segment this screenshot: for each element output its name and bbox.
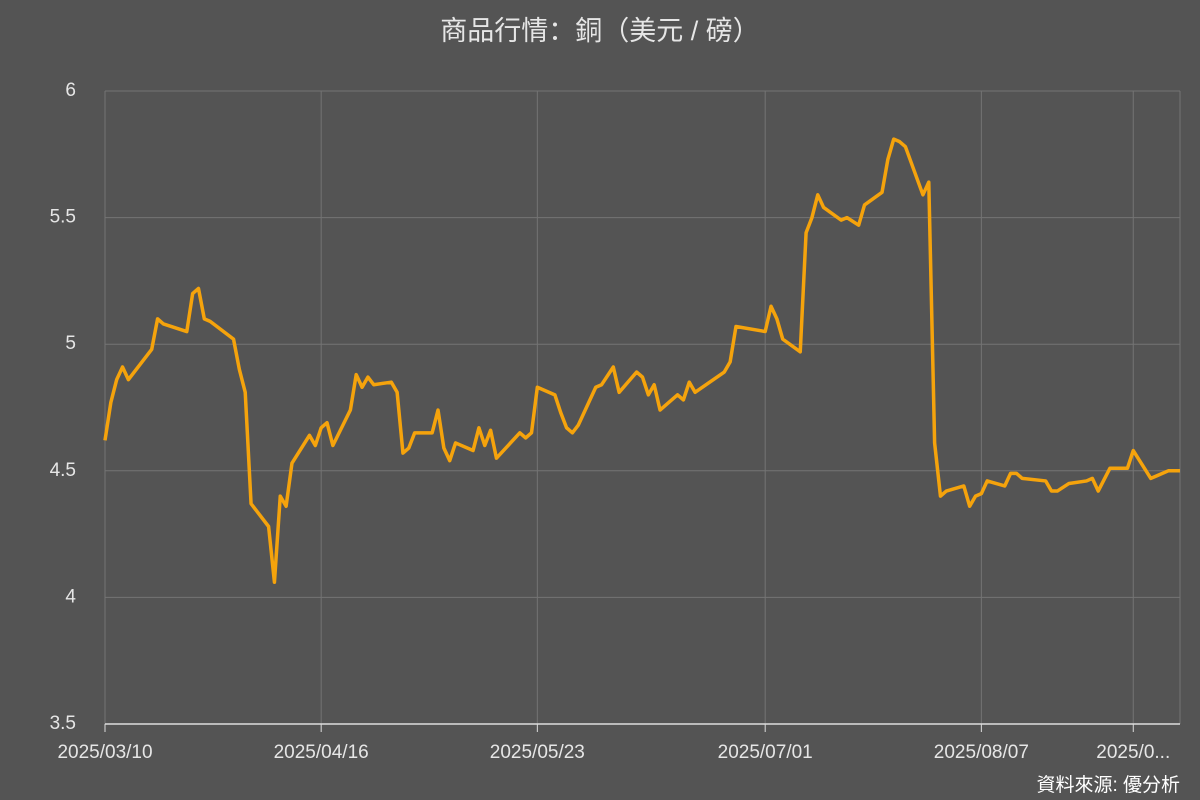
x-tick-label: 2025/04/16 bbox=[274, 742, 369, 763]
x-tick-label: 2025/0... bbox=[1096, 742, 1170, 763]
y-tick-label: 5 bbox=[65, 333, 76, 354]
x-tick-label: 2025/03/10 bbox=[57, 742, 152, 763]
y-tick-label: 6 bbox=[65, 80, 76, 101]
chart-title: 商品行情：銅（美元 / 磅） bbox=[440, 16, 760, 46]
x-tick-label: 2025/05/23 bbox=[490, 742, 585, 763]
source-note: 資料來源: 優分析 bbox=[1036, 774, 1180, 796]
y-tick-label: 5.5 bbox=[50, 207, 76, 228]
y-tick-label: 4.5 bbox=[50, 460, 76, 481]
x-tick-label: 2025/08/07 bbox=[934, 742, 1029, 763]
y-tick-label: 3.5 bbox=[50, 713, 76, 734]
price-line bbox=[103, 137, 1180, 584]
x-tick-label: 2025/07/01 bbox=[718, 742, 813, 763]
y-tick-label: 4 bbox=[65, 586, 76, 607]
